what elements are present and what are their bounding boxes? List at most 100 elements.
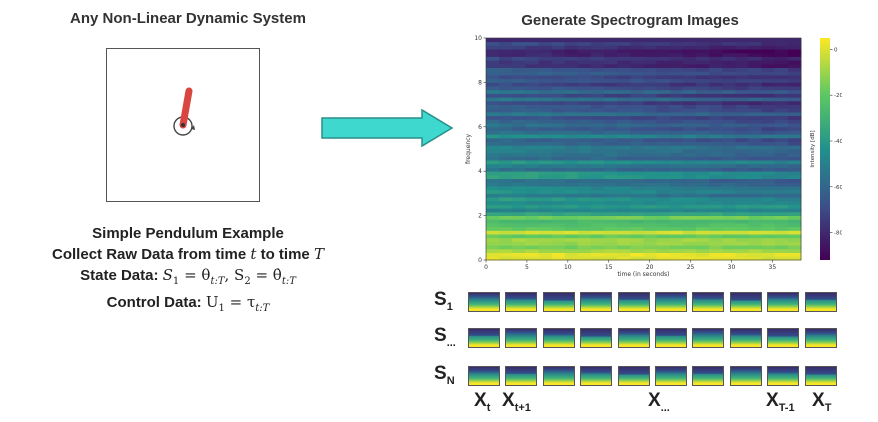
spectrogram-cell [564,82,579,87]
spectrogram-cell [512,63,526,68]
spectrogram-cell [551,67,566,72]
spectrogram-cell [630,237,644,242]
spectrogram-cell [656,60,671,65]
spectrogram-cell [709,71,723,76]
spectrogram-cell [538,160,553,165]
spectrogram-cell [525,245,539,250]
spectrogram-cell [499,182,513,187]
spectrogram-cell [538,241,553,246]
spectrogram-cell [735,104,749,109]
spectrogram-cell [761,119,776,124]
spectrogram-cell [735,71,749,76]
spectrogram-cell [564,174,579,179]
spectrogram-cell [787,78,802,83]
spectrogram-cell [722,152,736,157]
spectrogram-cell [696,230,710,235]
spectrogram-cell [735,56,749,61]
spectrogram-cell [696,100,710,105]
spectrogram-cell [525,67,539,72]
spectrogram-tile [692,366,725,386]
spectrogram-cell [525,211,539,216]
spectrogram-cell [591,78,605,83]
spectrogram-cell [564,115,579,120]
spectrogram-cell [709,200,723,205]
spectrogram-cell [761,163,776,168]
spectrogram-cell [630,186,644,191]
spectrogram-cell [538,167,553,172]
spectrogram-cell [722,56,736,61]
spectrogram-cell [486,256,500,261]
spectrogram-cell [748,119,763,124]
spectrogram-cell [551,97,566,102]
spectrogram-cell [564,223,579,228]
spectrogram-cell [748,215,763,220]
spectrogram-cell [748,237,763,242]
spectrogram-cell [696,115,710,120]
spectrogram-cell [774,78,789,83]
spectrogram-cell [748,182,763,187]
spectrogram-cell [748,156,763,161]
spectrogram-cell [722,215,736,220]
spectrogram-cell [643,237,658,242]
spectrogram-cell [538,141,553,146]
spectrogram-cell [787,167,802,172]
spectrogram-cell [564,41,579,46]
spectrogram-cell [551,93,566,98]
spectrogram-cell [538,248,553,253]
spectrogram-cell [669,193,684,198]
spectrogram-tile [580,328,613,348]
spectrogram-cell [499,115,513,120]
spectrogram-cell [512,248,526,253]
spectrogram-tile [729,366,762,386]
spectrogram-cell [512,134,526,139]
spectrogram-cell [564,219,579,224]
spectrogram-cell [669,241,684,246]
spectrogram-cell [787,67,802,72]
rotation-arrowhead [191,125,195,130]
spectrogram-cell [748,93,763,98]
spectrogram-cell [669,112,684,117]
spectrogram-cell [630,189,644,194]
spectrogram-cell [761,237,776,242]
spectrogram-cell [761,152,776,157]
spectrogram-cell [722,160,736,165]
spectrogram-cell [486,248,500,253]
spectrogram-cell [617,226,631,231]
spectrogram-cell [774,104,789,109]
spectrogram-cell [630,112,644,117]
spectrogram-cell [591,167,605,172]
spectrogram-cell [722,89,736,94]
spectrogram-cell [682,63,697,68]
spectrogram-cell [709,38,723,43]
spectrogram-cell [682,45,697,50]
spectrogram-cell [525,237,539,242]
spectrogram-cell [525,49,539,54]
spectrogram-cell [538,211,553,216]
spectrogram-cell [774,256,789,261]
spectrogram-cell [564,215,579,220]
spectrogram-cell [709,63,723,68]
spectrogram-cell [656,230,671,235]
spectrogram-cell [761,156,776,161]
spectrogram-cell [604,86,618,91]
spectrogram-cell [499,97,513,102]
spectrogram-cell [748,223,763,228]
spectrogram-cell [709,178,723,183]
spectrogram-cell [564,45,579,50]
spectrogram-cell [512,112,526,117]
spectrogram-cell [669,123,684,128]
spectrogram-cell [696,41,710,46]
spectrogram-cell [551,63,566,68]
spectrogram-cell [682,256,697,261]
spectrogram-cell [617,75,631,80]
spectrogram-cell [696,49,710,54]
spectrogram-cell [709,230,723,235]
spectrogram-cell [604,89,618,94]
spectrogram-cell [748,130,763,135]
spectrogram-cell [709,237,723,242]
spectrogram-cell [538,112,553,117]
spectrogram-cell [643,208,658,213]
spectrogram-cell [564,137,579,142]
spectrogram-cell [656,241,671,246]
spectrogram-cell [761,97,776,102]
